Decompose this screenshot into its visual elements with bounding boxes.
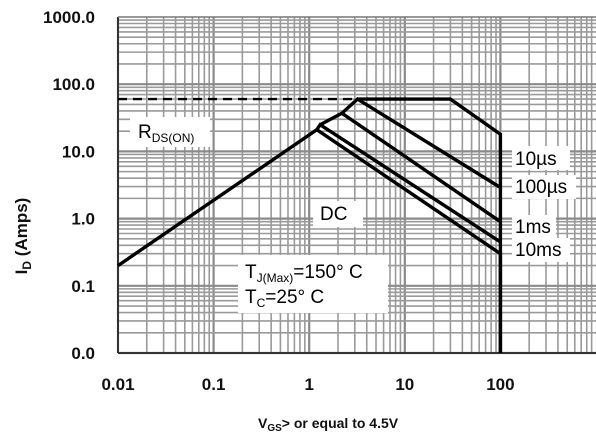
y-tick-label: 0.0 xyxy=(71,344,95,363)
dc-label: DC xyxy=(320,204,347,225)
tc-label: TC=25° C xyxy=(245,287,324,310)
tj-max-label: TJ(Max)=150° C xyxy=(245,262,363,285)
10us-label: 10µs xyxy=(515,149,557,170)
y-tick-label: 100.0 xyxy=(52,75,95,94)
1ms-label: 1ms xyxy=(515,217,551,238)
x-tick-label: 1 xyxy=(304,375,313,394)
tj-sub: J(Max) xyxy=(257,271,294,285)
y-title-sub: D xyxy=(20,261,34,270)
y-tick-label: 1000.0 xyxy=(43,8,95,27)
series-group xyxy=(117,96,503,353)
x-title-sub: GS xyxy=(267,423,282,434)
x-title-rest: > or equal to 4.5V xyxy=(282,415,399,431)
tc-rest: =25° C xyxy=(265,287,324,308)
series-line-10-s xyxy=(357,97,503,353)
10ms-label: 10ms xyxy=(515,240,561,261)
tc-sub: C xyxy=(257,296,266,310)
rds-sub: DS(ON) xyxy=(152,131,195,145)
dc-label-box xyxy=(313,201,363,227)
conditions-box xyxy=(238,255,388,313)
100us-label: 100µs xyxy=(515,177,567,198)
10us-label-box xyxy=(512,146,570,170)
y-axis-title: ID (Amps) xyxy=(12,198,34,275)
rds-on-label: RDS(ON) xyxy=(138,122,194,145)
rds-label-box xyxy=(130,117,210,147)
y-title-main: I xyxy=(12,270,31,275)
y-tick-label: 0.1 xyxy=(71,277,95,296)
y-tick-label: 1.0 xyxy=(71,210,95,229)
x-tick-label: 0.1 xyxy=(202,375,226,394)
1ms-label-box xyxy=(512,215,556,239)
axes xyxy=(117,16,596,354)
x-tick-label: 10 xyxy=(395,375,414,394)
x-title-main: V xyxy=(258,415,268,431)
tj-main: T xyxy=(245,262,257,283)
x-tick-label: 0.01 xyxy=(101,375,134,394)
y-title-rest: (Amps) xyxy=(12,198,31,261)
tj-rest: =150° C xyxy=(293,262,362,283)
100us-label-box xyxy=(512,175,576,199)
10ms-label-box xyxy=(512,238,570,262)
x-tick-label: 100 xyxy=(486,375,514,394)
x-axis-title: VGS> or equal to 4.5V xyxy=(258,415,399,434)
rds-main: R xyxy=(138,122,152,143)
tc-main: T xyxy=(245,287,257,308)
y-tick-label: 10.0 xyxy=(62,142,95,161)
